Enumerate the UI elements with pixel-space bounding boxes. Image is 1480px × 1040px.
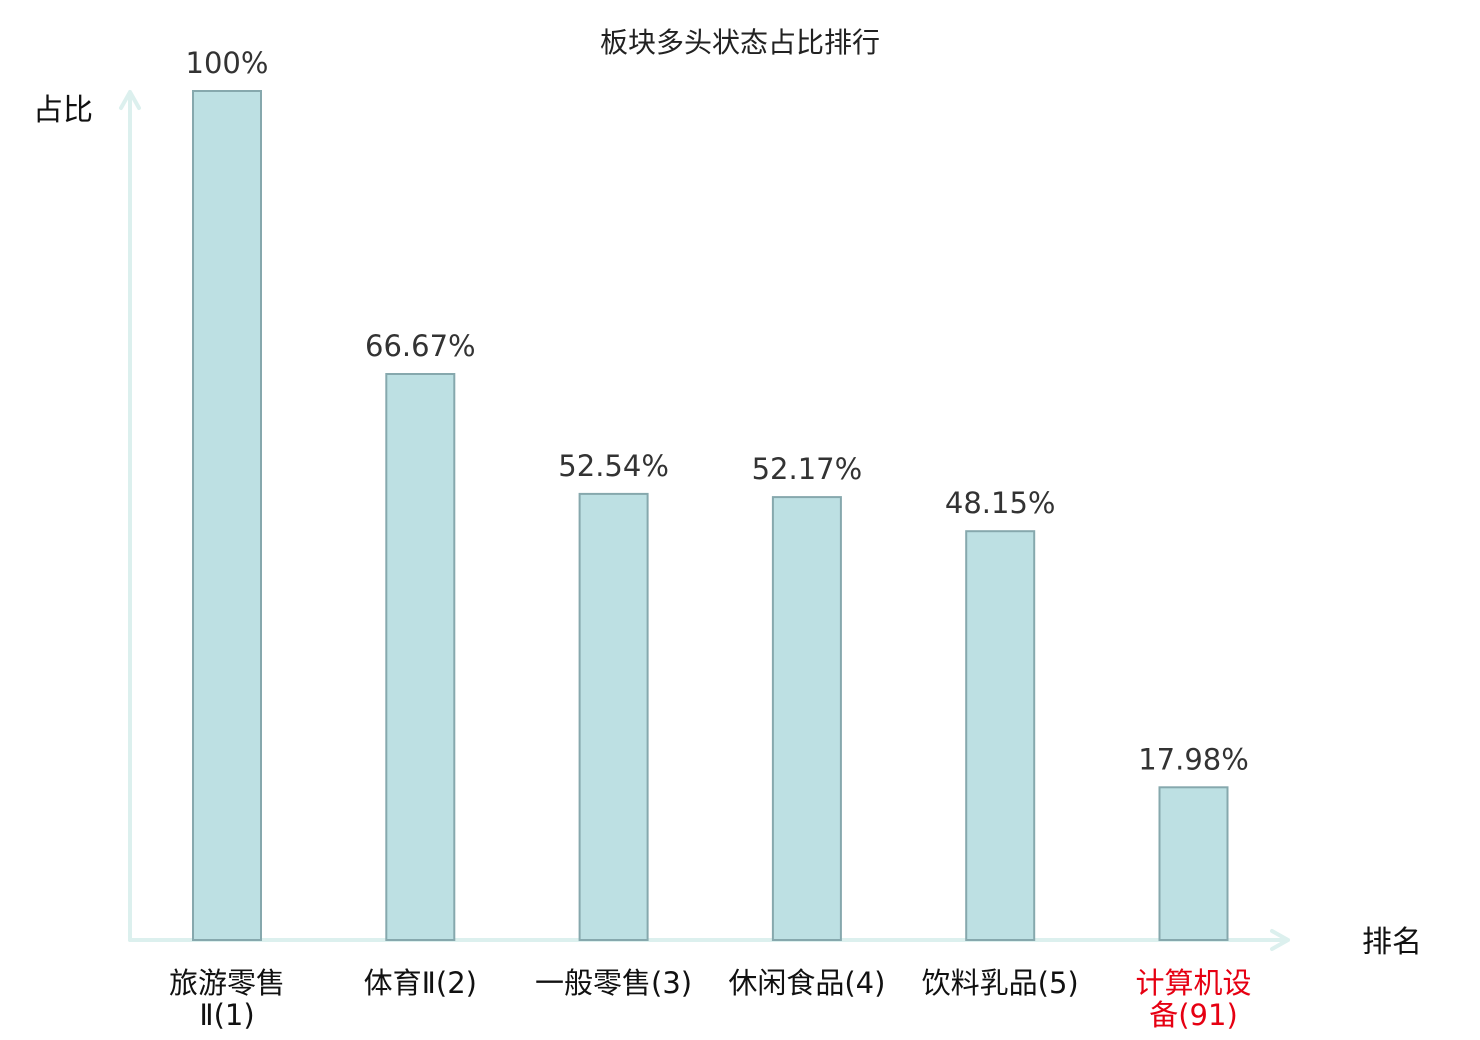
bars-group bbox=[192, 90, 1229, 941]
x-axis-label: 排名 bbox=[1362, 925, 1422, 960]
value-labels-group: 100% 66.67% 52.54% 52.17% 48.15% 17.98% bbox=[186, 46, 1249, 776]
category-label-1: 旅游零售 Ⅱ(1) bbox=[169, 966, 285, 1032]
category-label-line: 一般零售(3) bbox=[535, 966, 692, 1000]
bar-6 bbox=[1158, 786, 1229, 941]
chart-title: 板块多头状态占比排行 bbox=[600, 26, 880, 59]
category-label-3: 一般零售(3) bbox=[535, 966, 692, 1000]
value-label-6: 17.98% bbox=[1138, 742, 1249, 776]
category-label-line: 休闲食品(4) bbox=[728, 966, 885, 1000]
value-label-2: 66.67% bbox=[365, 329, 476, 363]
bar-1 bbox=[192, 90, 262, 941]
category-label-4: 休闲食品(4) bbox=[728, 966, 885, 1000]
category-label-line: 饮料乳品(5) bbox=[922, 966, 1079, 1000]
value-label-4: 52.17% bbox=[752, 452, 863, 486]
value-label-3: 52.54% bbox=[558, 449, 669, 483]
bar-4 bbox=[771, 496, 842, 941]
category-label-2: 体育Ⅱ(2) bbox=[364, 966, 477, 1000]
category-label-line: Ⅱ(1) bbox=[199, 998, 254, 1032]
category-labels-group: 旅游零售 Ⅱ(1) 体育Ⅱ(2) 一般零售(3) 休闲食品(4) 饮料乳品(5) 计算机设备… bbox=[169, 966, 1252, 1032]
bar-2 bbox=[385, 373, 456, 941]
category-label-6: 计算机设备(91) bbox=[1135, 966, 1251, 1032]
category-label-line: 计算机设 bbox=[1135, 966, 1251, 1000]
value-label-1: 100% bbox=[186, 46, 269, 80]
value-label-5: 48.15% bbox=[945, 486, 1056, 520]
x-axis-arrow bbox=[128, 929, 1290, 951]
category-label-line: 旅游零售 bbox=[169, 966, 285, 1000]
category-label-line: 体育Ⅱ(2) bbox=[364, 966, 477, 1000]
category-label-line: 备(91) bbox=[1149, 998, 1238, 1032]
bar-3 bbox=[578, 492, 649, 941]
category-label-5: 饮料乳品(5) bbox=[922, 966, 1079, 1000]
y-axis-label: 占比 bbox=[33, 93, 93, 128]
bar-5 bbox=[965, 530, 1036, 941]
y-axis-arrow bbox=[119, 90, 141, 942]
